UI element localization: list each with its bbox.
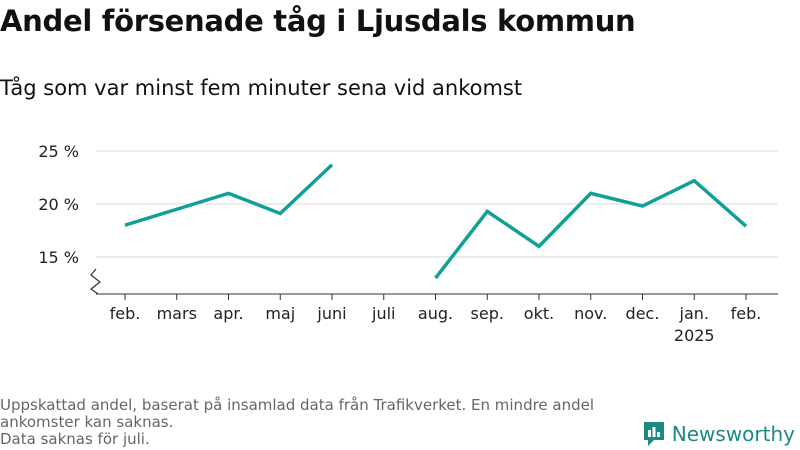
line-chart: 15 % 20 % 25 % feb. mars apr. maj juni juli aug. s… bbox=[38, 142, 778, 345]
y-tick-label: 15 % bbox=[38, 248, 79, 267]
axis-break-mark bbox=[89, 268, 101, 295]
y-tick-label: 25 % bbox=[38, 142, 79, 161]
series-line bbox=[434, 178, 748, 280]
x-tick-label: apr. bbox=[213, 304, 243, 323]
chart-subtitle: Tåg som var minst fem minuter sena vid a… bbox=[0, 76, 523, 100]
series-line bbox=[124, 163, 334, 227]
x-year-label: 2025 bbox=[674, 326, 715, 345]
footer-note-source: Uppskattad andel, baserat på insamlad da… bbox=[0, 396, 595, 431]
x-tick-label: nov. bbox=[574, 304, 607, 323]
x-tick-label: dec. bbox=[626, 304, 660, 323]
brand-name: Newsworthy bbox=[671, 421, 795, 446]
x-tick-label: aug. bbox=[418, 304, 453, 323]
chart-title: Andel försenade tåg i Ljusdals kommun bbox=[0, 4, 636, 38]
x-tick-label: okt. bbox=[524, 304, 554, 323]
brand-logo: Newsworthy bbox=[642, 420, 795, 447]
y-tick-label: 20 % bbox=[38, 195, 79, 214]
footer-note-missing: Data saknas för juli. bbox=[0, 430, 150, 448]
x-tick-label: feb. bbox=[731, 304, 762, 323]
x-tick-label: juni bbox=[316, 304, 346, 323]
footer: Uppskattad andel, baserat på insamlad da… bbox=[0, 397, 640, 448]
x-tick-label: juli bbox=[371, 304, 395, 323]
x-tick-label: jan. bbox=[679, 304, 709, 323]
x-tick-label: sep. bbox=[471, 304, 504, 323]
x-tick-label: feb. bbox=[110, 304, 141, 323]
x-tick-label: mars bbox=[157, 304, 197, 323]
newsworthy-logo-icon bbox=[643, 422, 664, 446]
x-tick-label: maj bbox=[265, 304, 295, 323]
